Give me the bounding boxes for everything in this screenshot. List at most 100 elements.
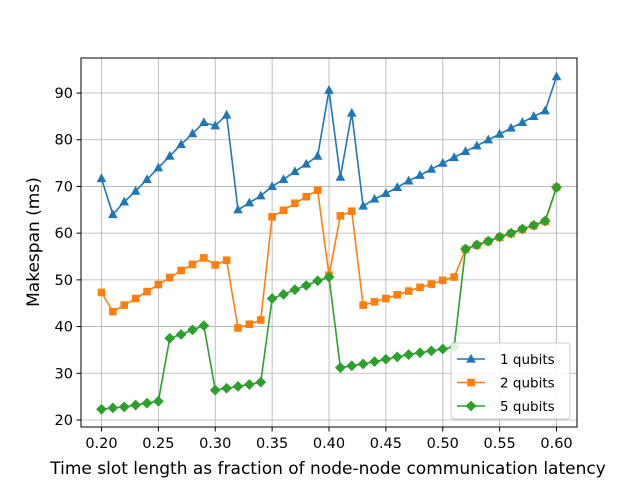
data-point — [483, 134, 494, 144]
data-point — [130, 185, 141, 195]
data-point — [131, 294, 140, 303]
data-point — [415, 170, 425, 179]
data-point — [391, 351, 403, 363]
y-tick-label: 60 — [55, 226, 73, 242]
series-1 — [96, 71, 562, 219]
data-point — [516, 223, 528, 235]
y-tick-label: 40 — [55, 320, 73, 336]
data-point — [358, 200, 368, 210]
data-point — [268, 213, 276, 221]
series-3 — [96, 181, 562, 415]
data-point — [164, 150, 175, 160]
x-tick-label: 0.40 — [313, 436, 345, 452]
data-point — [267, 181, 277, 191]
legend-marker — [467, 378, 475, 387]
data-point — [291, 199, 299, 208]
data-point — [381, 188, 391, 198]
data-point — [323, 271, 335, 283]
data-point — [414, 347, 426, 359]
data-point — [437, 343, 449, 355]
x-tick-label: 0.25 — [142, 436, 174, 452]
data-point — [313, 186, 322, 194]
data-point — [143, 287, 151, 296]
data-point — [494, 231, 506, 243]
data-point — [109, 307, 117, 316]
x-tick-label: 0.20 — [85, 436, 117, 452]
data-point — [357, 358, 369, 370]
data-point — [300, 280, 312, 291]
data-point — [312, 275, 324, 287]
legend-label: 1 qubits — [500, 352, 555, 368]
data-point — [403, 175, 414, 185]
data-point — [255, 190, 266, 200]
data-point — [165, 273, 174, 282]
legend: 1 qubits 2 qubits 5 qubits — [450, 342, 571, 420]
data-point — [437, 157, 448, 167]
data-point — [540, 105, 550, 115]
data-point — [346, 107, 357, 117]
data-point — [482, 235, 494, 247]
data-point — [393, 291, 402, 299]
legend-entries: 1 qubits 2 qubits 5 qubits — [457, 352, 555, 415]
data-point — [97, 288, 106, 297]
data-point — [438, 276, 447, 285]
data-point — [506, 122, 516, 132]
data-point — [289, 284, 301, 296]
data-point — [347, 207, 356, 216]
data-point — [232, 380, 244, 392]
data-point — [278, 174, 289, 184]
series-layer — [96, 71, 562, 415]
data-point — [425, 345, 437, 357]
data-point — [426, 163, 437, 173]
y-tick-label: 70 — [55, 179, 73, 195]
x-tick-label: 0.30 — [199, 436, 231, 452]
data-point — [120, 301, 129, 309]
data-point — [108, 209, 118, 219]
data-point — [460, 243, 471, 255]
data-point — [141, 397, 153, 409]
data-point — [472, 140, 482, 150]
data-point — [175, 329, 187, 340]
data-point — [460, 146, 471, 156]
data-point — [211, 261, 220, 269]
data-point — [266, 293, 278, 304]
x-tick-label: 0.45 — [370, 436, 402, 452]
legend-entry: 1 qubits — [457, 352, 555, 368]
data-point — [416, 283, 424, 292]
data-point — [528, 219, 540, 231]
data-point — [551, 181, 562, 193]
data-point — [96, 403, 107, 415]
data-point — [188, 260, 197, 269]
data-point — [245, 320, 254, 329]
data-point — [221, 382, 233, 394]
data-point — [312, 150, 323, 160]
data-point — [153, 162, 164, 172]
x-tick-label: 0.60 — [540, 436, 572, 452]
data-point — [279, 206, 288, 215]
x-tick-label: 0.35 — [256, 436, 288, 452]
y-tick-label: 90 — [55, 86, 73, 102]
legend-marker — [465, 400, 477, 412]
data-point — [302, 192, 311, 201]
data-point — [221, 109, 232, 119]
data-point — [107, 402, 119, 414]
data-point — [130, 399, 142, 411]
data-point — [142, 174, 152, 184]
data-point — [119, 196, 130, 206]
data-point — [290, 166, 300, 176]
data-point — [369, 356, 380, 368]
legend-label: 5 qubits — [500, 399, 555, 415]
data-point — [198, 320, 210, 332]
axis-ticks: 0.20 0.25 0.30 0.35 0.40 0.45 0.50 0.55 0.60 20 30… — [55, 86, 573, 452]
data-point — [505, 227, 517, 239]
legend-marker — [466, 353, 476, 363]
data-point — [210, 120, 221, 130]
data-point — [335, 171, 346, 181]
data-point — [539, 215, 551, 227]
data-point — [96, 173, 107, 183]
data-point — [152, 395, 164, 407]
x-tick-label: 0.50 — [427, 436, 459, 452]
data-point — [346, 360, 358, 372]
data-point — [187, 128, 198, 138]
